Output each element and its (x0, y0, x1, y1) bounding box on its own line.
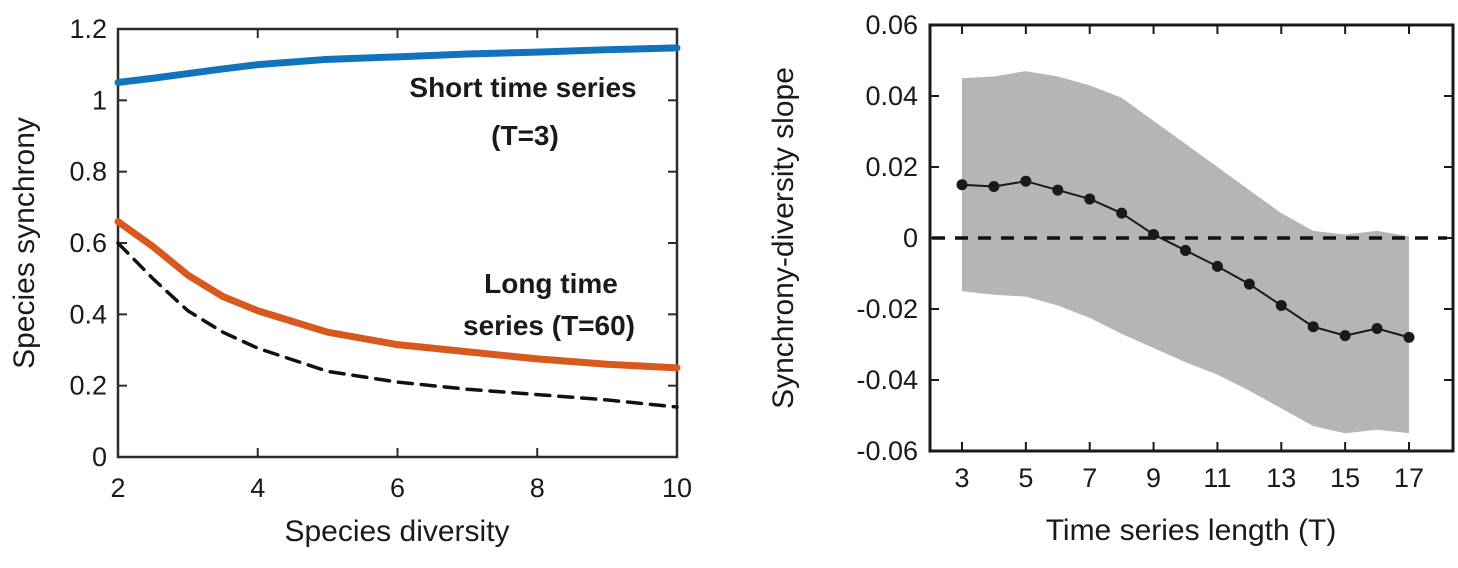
x-tick-label: 3 (954, 463, 969, 493)
data-point (1180, 244, 1191, 256)
series-line (116, 241, 679, 409)
data-point (988, 181, 1000, 193)
y-tick-label: 0.06 (865, 10, 918, 40)
left-xaxis-title: Species diversity (284, 515, 509, 548)
long-series-annotation-line2: series (T=60) (463, 310, 635, 341)
y-tick-label: 0.6 (69, 228, 107, 258)
y-tick-label: 1.2 (69, 14, 107, 44)
y-tick-label: -0.04 (856, 365, 918, 395)
x-tick-label: 10 (662, 473, 692, 503)
data-point (1403, 331, 1415, 343)
x-tick-label: 2 (110, 473, 125, 503)
data-point (1084, 193, 1096, 205)
x-tick-label: 13 (1266, 463, 1296, 493)
y-tick-label: 1 (92, 85, 107, 115)
y-tick-label: 0.8 (69, 157, 107, 187)
data-point (1371, 323, 1383, 335)
y-tick-label: 0.04 (865, 81, 918, 111)
y-tick-label: 0.2 (69, 371, 107, 401)
data-point (1052, 184, 1064, 196)
data-point (1020, 175, 1032, 187)
x-tick-label: 4 (250, 473, 265, 503)
y-tick-label: -0.02 (856, 294, 918, 324)
x-tick-label: 17 (1394, 463, 1424, 493)
x-tick-label: 7 (1082, 463, 1097, 493)
x-tick-label: 8 (530, 473, 545, 503)
right-xaxis-title: Time series length (T) (1046, 514, 1337, 547)
right-chart: 3 5 7 9 11 13 15 17 0.06 0.04 0.02 0 -0.02 -0.04 -0.06… (767, 10, 1455, 547)
x-tick-label: 6 (390, 473, 405, 503)
data-point (956, 179, 968, 191)
x-tick-label: 11 (1203, 463, 1231, 493)
data-point (1275, 299, 1287, 311)
y-tick-label: 0 (92, 442, 107, 472)
left-yaxis-title: Species synchrony (8, 117, 41, 369)
x-tick-label: 5 (1018, 463, 1033, 493)
data-point (1148, 228, 1160, 240)
data-point (1307, 321, 1319, 333)
left-figure: 2 4 6 8 10 0 0.2 0.4 0.6 0.8 1 1.2 Species diversit… (8, 14, 692, 548)
y-tick-label: 0.4 (69, 299, 107, 329)
data-point (1116, 207, 1128, 219)
data-point (1243, 278, 1255, 290)
left-chart: 2 4 6 8 10 0 0.2 0.4 0.6 0.8 1 1.2 Species diversit… (8, 14, 692, 548)
series-line (114, 44, 681, 86)
y-tick-label: 0.02 (865, 152, 918, 182)
x-tick-label: 9 (1146, 463, 1161, 493)
data-point (1339, 330, 1351, 342)
long-series-annotation-line1: Long time (484, 268, 618, 299)
short-series-annotation-line2: (T=3) (491, 120, 559, 151)
y-tick-label: -0.06 (856, 436, 918, 466)
short-series-annotation-line1: Short time series (409, 72, 636, 103)
data-point (1211, 260, 1223, 272)
right-figure: 3 5 7 9 11 13 15 17 0.06 0.04 0.02 0 -0.02 -0.04 -0.06… (729, 0, 1458, 568)
right-chart-axes-and-series: 3 5 7 9 11 13 15 17 0.06 0.04 0.02 0 -0.02 -0.04 -0.06 (856, 10, 1455, 493)
left-chart-axes-and-series: 2 4 6 8 10 0 0.2 0.4 0.6 0.8 1 1.2 (69, 14, 692, 503)
x-tick-label: 15 (1330, 463, 1360, 493)
series-line (114, 218, 681, 372)
right-yaxis-title: Synchrony-diversity slope (767, 67, 800, 409)
y-tick-label: 0 (903, 223, 918, 253)
